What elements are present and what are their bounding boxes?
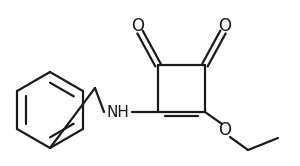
Text: O: O: [218, 121, 232, 139]
Text: O: O: [218, 17, 232, 35]
Text: NH: NH: [106, 105, 129, 120]
Text: O: O: [131, 17, 145, 35]
